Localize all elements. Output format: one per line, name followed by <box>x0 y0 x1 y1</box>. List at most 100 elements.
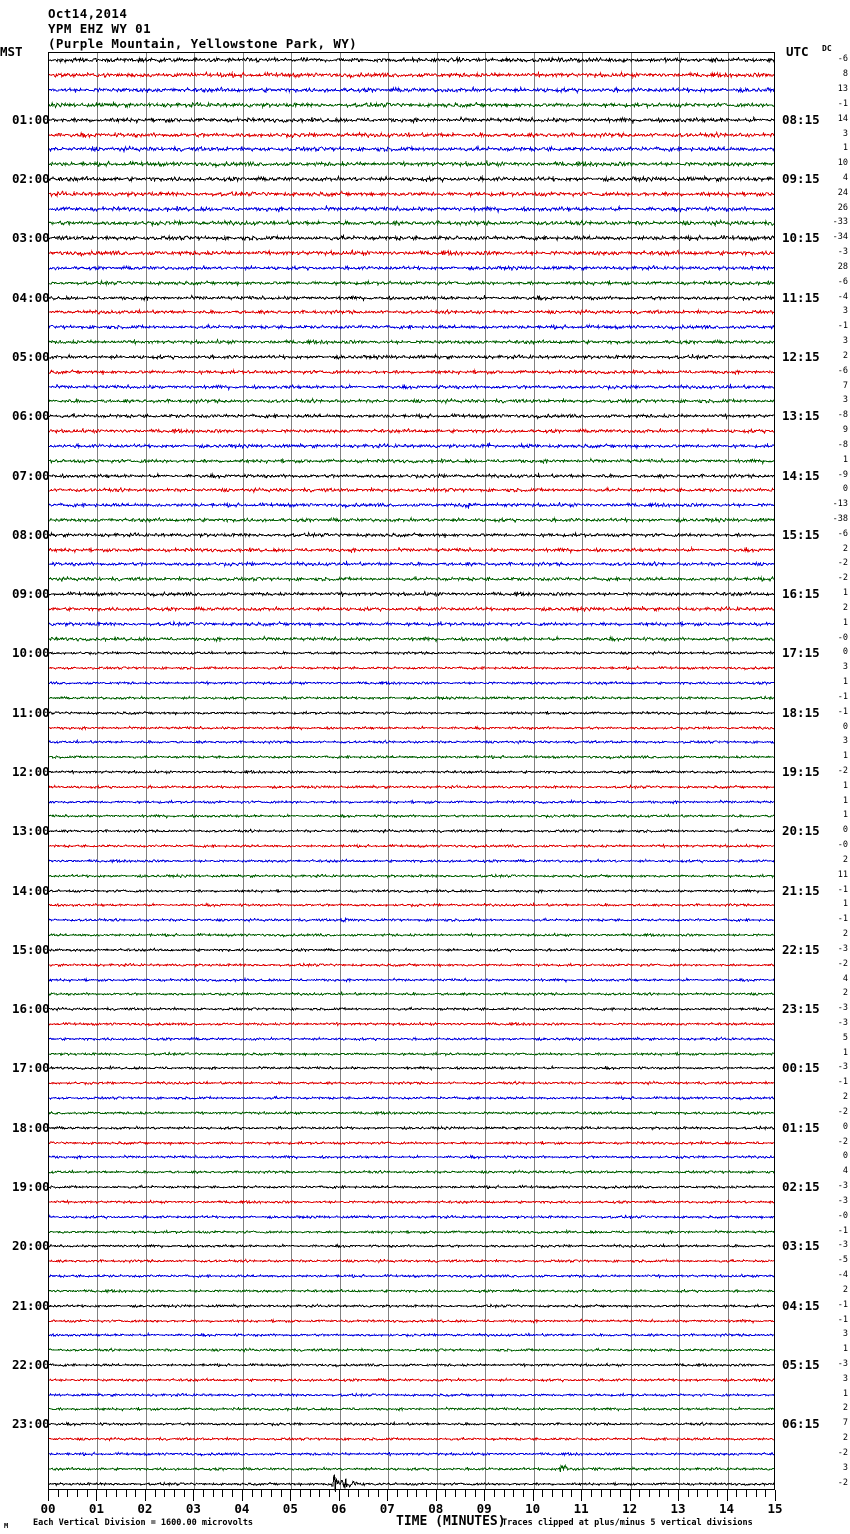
x-tick-major <box>338 1490 340 1501</box>
trace-row <box>49 685 774 711</box>
trace-path <box>49 907 774 933</box>
utc-time-label: 01:15 <box>782 1119 820 1135</box>
trace-path <box>49 1130 774 1156</box>
trace-path <box>49 581 774 607</box>
trace-row <box>49 907 774 933</box>
trace-path <box>49 1337 774 1363</box>
trace-row <box>49 1248 774 1274</box>
dc-value: -2 <box>837 766 848 776</box>
dc-value: 1 <box>842 1388 848 1399</box>
mst-time-label: 14:00 <box>12 882 50 898</box>
x-tick-minor <box>736 1490 738 1497</box>
x-tick-minor <box>755 1490 757 1497</box>
trace-path <box>49 507 774 533</box>
trace-path <box>49 774 774 800</box>
trace-row <box>49 1026 774 1052</box>
trace-row <box>49 952 774 978</box>
dc-value: 4 <box>842 173 848 183</box>
x-tick-minor <box>154 1490 156 1497</box>
x-tick-minor <box>232 1490 234 1497</box>
trace-path <box>49 62 774 88</box>
dc-value: 3 <box>842 662 848 673</box>
trace-path <box>49 981 774 1007</box>
trace-row <box>49 492 774 518</box>
trace-path <box>49 1085 774 1111</box>
x-tick-minor <box>396 1490 398 1497</box>
x-tick-minor <box>426 1490 428 1497</box>
x-tick-minor <box>300 1490 302 1497</box>
gridline-minute-03 <box>194 53 196 1489</box>
trace-row <box>49 729 774 755</box>
helicorder-plot[interactable] <box>48 52 775 1490</box>
dc-value: -1 <box>837 884 848 895</box>
trace-row <box>49 1070 774 1096</box>
x-tick-major <box>144 1490 146 1501</box>
trace-row <box>49 196 774 222</box>
x-tick-minor <box>280 1490 282 1497</box>
x-tick-minor <box>455 1490 457 1497</box>
dc-value: -2 <box>837 1477 848 1488</box>
x-tick-minor <box>619 1490 621 1497</box>
trace-row <box>49 803 774 829</box>
dc-value: -3 <box>837 1018 848 1029</box>
dc-value: 3 <box>842 1462 848 1473</box>
trace-row <box>49 833 774 859</box>
x-tick-minor <box>270 1490 272 1497</box>
utc-time-label: 12:15 <box>782 348 820 364</box>
trace-row <box>49 1278 774 1304</box>
dc-value: 4 <box>842 973 848 984</box>
trace-path <box>49 922 774 948</box>
trace-row <box>49 1144 774 1170</box>
trace-path <box>49 1219 774 1245</box>
dc-value: 28 <box>837 261 848 272</box>
dc-value: -1 <box>837 1314 848 1325</box>
trace-row <box>49 403 774 429</box>
x-tick-minor <box>86 1490 88 1497</box>
trace-row <box>49 700 774 726</box>
utc-time-label: 00:15 <box>782 1060 820 1076</box>
trace-row <box>49 1382 774 1408</box>
trace-path <box>49 1367 774 1393</box>
trace-row <box>49 1352 774 1378</box>
x-tick-minor <box>212 1490 214 1497</box>
trace-row <box>49 107 774 133</box>
dc-value: -0 <box>837 840 848 851</box>
x-tick-major <box>96 1490 98 1501</box>
trace-path <box>49 685 774 711</box>
trace-path <box>49 418 774 444</box>
x-tick-label: 02 <box>137 1501 153 1516</box>
trace-row <box>49 892 774 918</box>
trace-path <box>49 359 774 385</box>
mst-time-label: 22:00 <box>12 1356 50 1372</box>
mst-time-label: 16:00 <box>12 1001 50 1017</box>
trace-path <box>49 1382 774 1408</box>
trace-path <box>49 1293 774 1319</box>
trace-path <box>49 1189 774 1215</box>
x-tick-minor <box>522 1490 524 1497</box>
gridline-minute-05 <box>291 53 293 1489</box>
trace-path <box>49 1233 774 1259</box>
x-tick-minor <box>183 1490 185 1497</box>
trace-row <box>49 981 774 1007</box>
trace-path <box>49 640 774 666</box>
trace-row <box>49 1426 774 1452</box>
dc-value: -8 <box>837 439 848 450</box>
trace-path <box>49 1026 774 1052</box>
gridline-minute-01 <box>97 53 99 1489</box>
x-tick-minor <box>125 1490 127 1497</box>
trace-row <box>49 1441 774 1467</box>
trace-row <box>49 433 774 459</box>
trace-row <box>49 418 774 444</box>
x-tick-label: 13 <box>670 1501 686 1516</box>
trace-path <box>49 848 774 874</box>
left-timezone-label: MST <box>0 44 23 59</box>
trace-path <box>49 314 774 340</box>
utc-time-label: 14:15 <box>782 467 820 483</box>
trace-row <box>49 655 774 681</box>
trace-row <box>49 62 774 88</box>
utc-time-label: 20:15 <box>782 823 820 839</box>
x-tick-major <box>48 1490 49 1501</box>
trace-path <box>49 151 774 177</box>
x-tick-major <box>193 1490 195 1501</box>
dc-value: 5 <box>842 1032 848 1043</box>
